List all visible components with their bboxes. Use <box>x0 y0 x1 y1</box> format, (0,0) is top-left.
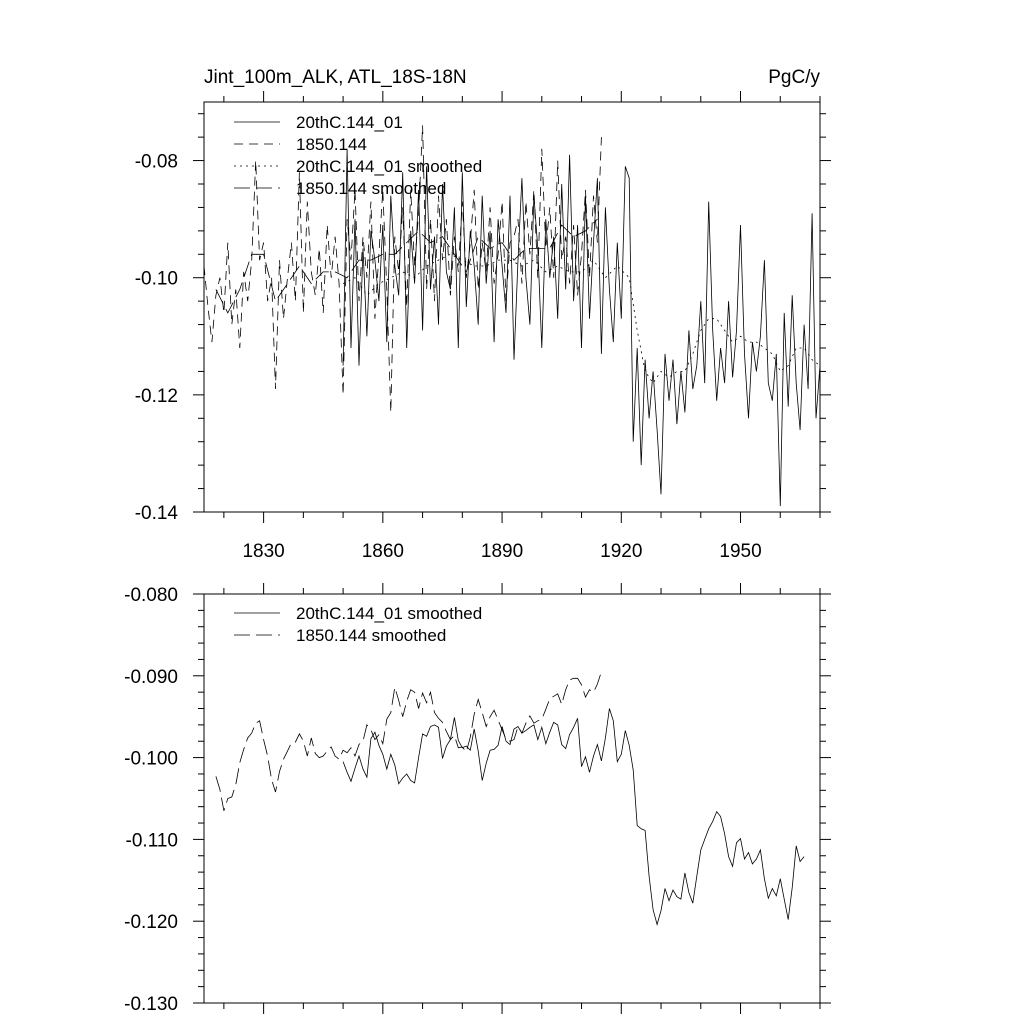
top-series-line-1 <box>204 125 602 413</box>
bottom-y-tick-label: -0.130 <box>124 994 178 1015</box>
top-series-line-0 <box>342 148 820 507</box>
bottom-series-line-1 <box>215 671 602 811</box>
top-panel-units: PgC/y <box>768 67 820 88</box>
bottom-series-line-0 <box>342 708 805 927</box>
top-plot-frame <box>203 101 821 513</box>
top-legend-label-3: 1850.144 smoothed <box>296 179 446 198</box>
top-y-tick-label: -0.10 <box>135 269 178 290</box>
bottom-panel-plot: -0.130 -0.120 -0.110 -0.100 -0.090 -0.080 20th… <box>124 583 831 1015</box>
top-x-tick-label: 1920 <box>600 541 642 562</box>
top-x-tick-label: 1830 <box>242 541 284 562</box>
bottom-legend-label-0: 20thC.144_01 smoothed <box>296 604 482 623</box>
top-panel-title: Jint_100m_ALK, ATL_18S-18N <box>204 67 467 88</box>
top-legend-label-2: 20thC.144_01 smoothed <box>296 157 482 176</box>
bottom-legend-label-1: 1850.144 smoothed <box>296 626 446 645</box>
bottom-y-tick-label: -0.090 <box>124 667 178 688</box>
top-legend-label-1: 1850.144 <box>296 135 367 154</box>
top-x-tick-label: 1890 <box>481 541 523 562</box>
bottom-y-tick-label: -0.100 <box>124 749 178 770</box>
top-x-tick-label: 1860 <box>362 541 404 562</box>
bottom-plot-frame <box>203 593 821 1004</box>
top-legend-label-0: 20thC.144_01 <box>296 113 403 132</box>
bottom-y-tick-label: -0.120 <box>124 912 178 933</box>
top-panel-plot: 1830 1860 1890 1920 1950 -0.14 -0.12 -0.10 -0.08… <box>135 91 831 562</box>
top-y-tick-label: -0.08 <box>135 152 178 173</box>
bottom-y-tick-label: -0.080 <box>124 585 178 606</box>
top-series-line-3 <box>215 218 598 314</box>
top-panel: Jint_100m_ALK, ATL_18S-18N PgC/y 1830 186… <box>135 67 831 562</box>
bottom-y-tick-label: -0.110 <box>126 830 178 851</box>
bottom-panel: -0.130 -0.120 -0.110 -0.100 -0.090 -0.080 20th… <box>124 583 831 1015</box>
top-series-line-2 <box>342 253 820 384</box>
top-x-tick-label: 1950 <box>719 541 761 562</box>
top-y-tick-label: -0.12 <box>135 386 178 407</box>
top-y-tick-label: -0.14 <box>135 503 179 524</box>
